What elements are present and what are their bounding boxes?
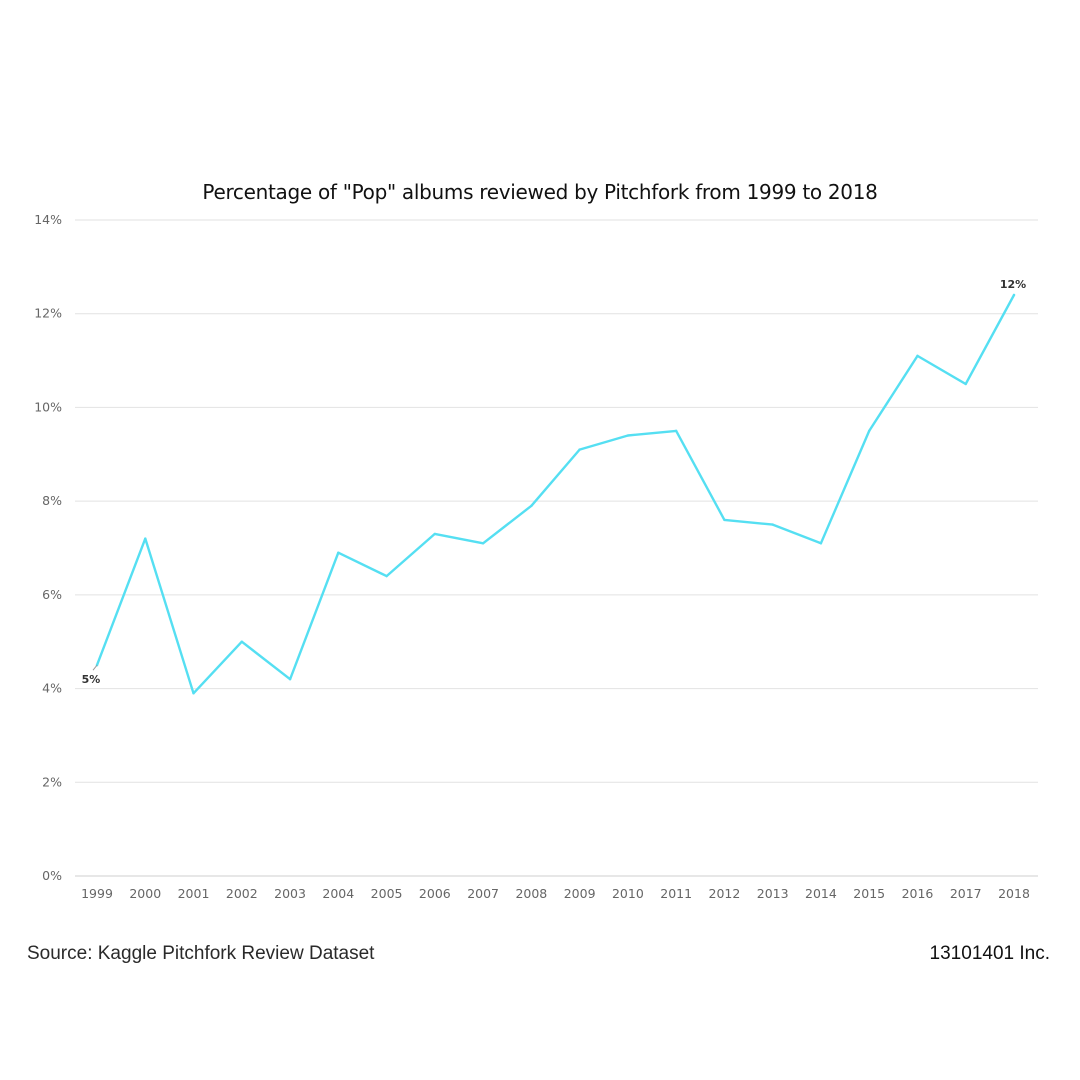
series-layer	[95, 293, 1016, 695]
x-tick-label: 2015	[853, 886, 885, 901]
x-tick-label: 2013	[757, 886, 789, 901]
x-tick-label: 2000	[129, 886, 161, 901]
gridlines	[75, 219, 1038, 877]
y-tick-label: 10%	[34, 399, 62, 414]
y-tick-label: 6%	[42, 587, 62, 602]
y-tick-label: 2%	[42, 774, 62, 789]
y-tick-label: 14%	[34, 212, 62, 227]
y-tick-label: 8%	[42, 493, 62, 508]
data-point	[337, 551, 340, 554]
credit-label: 13101401 Inc.	[929, 943, 1050, 964]
series-line	[95, 293, 1016, 695]
x-tick-label: 2003	[274, 886, 306, 901]
x-tick-label: 2008	[515, 886, 547, 901]
x-tick-label: 2018	[998, 886, 1030, 901]
data-label: 12%	[1000, 278, 1026, 291]
x-tick-label: 2017	[950, 886, 982, 901]
data-label: 5%	[82, 673, 101, 686]
x-tick-label: 2009	[564, 886, 596, 901]
x-tick-label: 2002	[226, 886, 258, 901]
data-point	[868, 429, 871, 433]
y-tick-label: 4%	[42, 681, 62, 696]
data-point	[192, 692, 195, 695]
annotations: 5% 12%	[82, 278, 1027, 686]
data-point	[626, 434, 630, 437]
data-point	[916, 354, 919, 358]
x-tick-label: 2016	[902, 886, 934, 901]
data-point	[819, 542, 823, 545]
data-point	[144, 537, 147, 540]
data-point	[433, 532, 437, 536]
data-point	[964, 382, 967, 386]
x-axis-tick-labels: 1999 2000 2001 2002 2003 2004 2005 2006 2007 2008…	[81, 886, 1030, 901]
x-tick-label: 1999	[81, 886, 113, 901]
y-tick-label: 12%	[34, 306, 62, 321]
x-tick-label: 2004	[322, 886, 354, 901]
x-tick-label: 2011	[660, 886, 692, 901]
data-point	[771, 523, 774, 526]
y-axis-tick-labels: 0% 2% 4% 6% 8% 10% 12% 14%	[34, 212, 62, 883]
x-tick-label: 2012	[709, 886, 741, 901]
source-note: Source: Kaggle Pitchfork Review Dataset	[27, 943, 375, 964]
data-point	[481, 542, 485, 545]
data-point	[530, 504, 533, 508]
chart-title: Percentage of "Pop" albums reviewed by P…	[202, 180, 877, 204]
x-tick-label: 2006	[419, 886, 451, 901]
y-tick-label: 0%	[42, 868, 62, 883]
x-tick-label: 2014	[805, 886, 837, 901]
data-point	[1012, 293, 1016, 297]
x-tick-label: 2010	[612, 886, 644, 901]
x-tick-label: 2005	[371, 886, 403, 901]
annotation-leader	[92, 664, 98, 671]
data-point	[385, 574, 388, 578]
data-point	[240, 640, 243, 643]
data-point	[674, 429, 678, 433]
x-tick-label: 2007	[467, 886, 499, 901]
data-point	[723, 518, 726, 522]
data-point	[288, 678, 292, 681]
x-tick-label: 2001	[178, 886, 210, 901]
data-point	[578, 448, 581, 451]
